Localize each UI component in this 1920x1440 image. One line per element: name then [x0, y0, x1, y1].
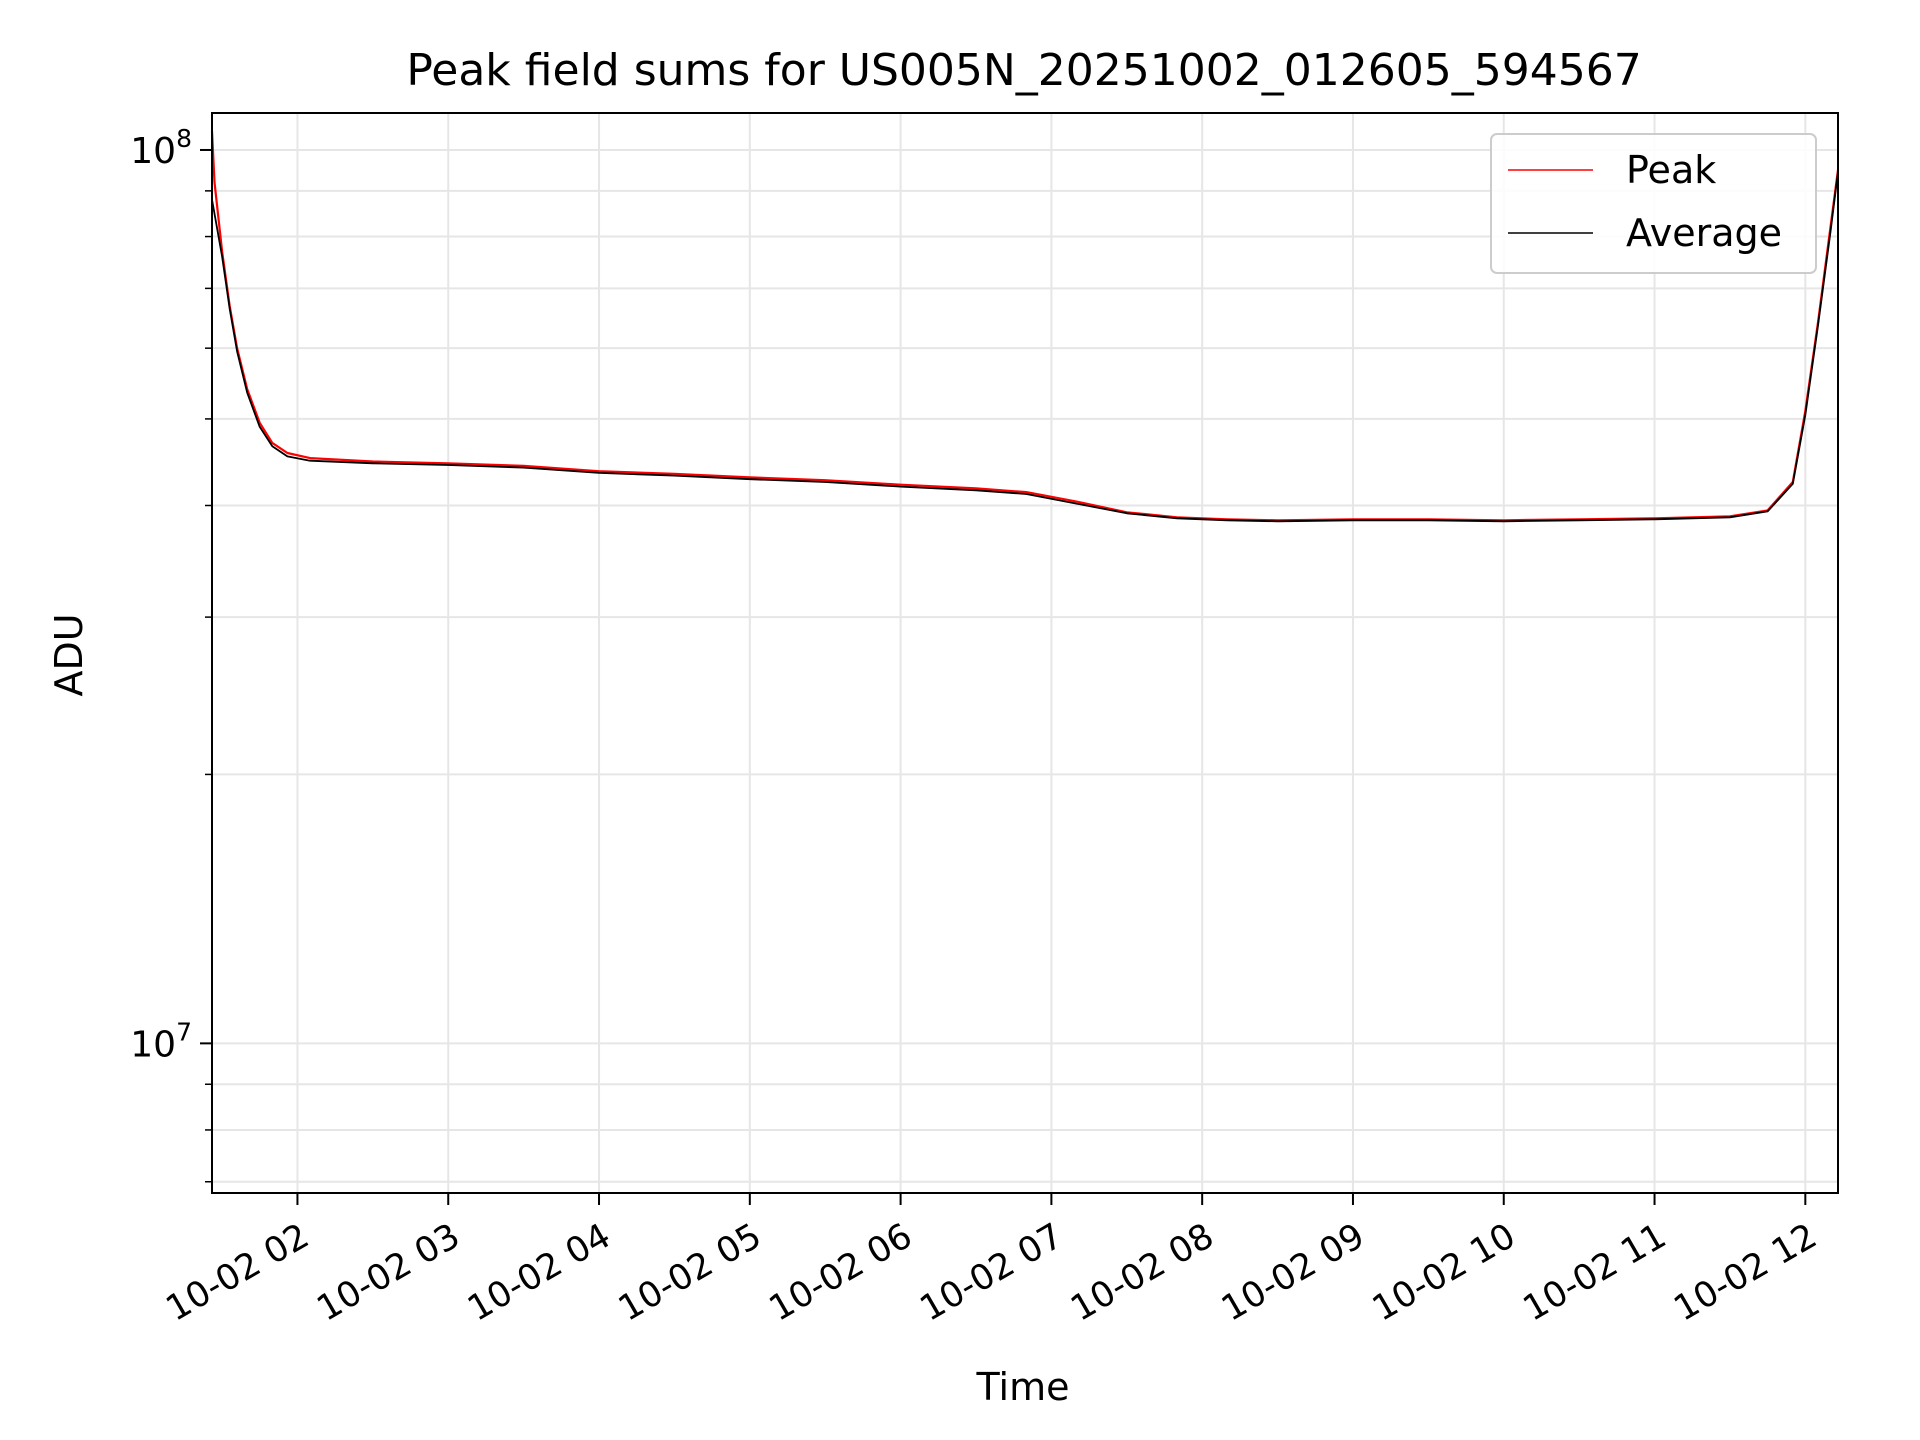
x-tick-label: 10-02 12 — [1668, 1216, 1824, 1329]
legend-label-peak: Peak — [1626, 148, 1716, 192]
chart-title: Peak field sums for US005N_20251002_0126… — [406, 45, 1641, 96]
x-tick-label: 10-02 02 — [160, 1216, 316, 1329]
x-tick-label: 10-02 08 — [1064, 1216, 1220, 1329]
plot-frame — [211, 112, 1839, 1194]
x-tick-label: 10-02 05 — [612, 1216, 768, 1329]
x-axis-label: Time — [976, 1365, 1070, 1409]
legend-box — [1490, 133, 1817, 274]
x-tick-label: 10-02 04 — [461, 1216, 617, 1329]
x-tick-label: 10-02 10 — [1366, 1216, 1522, 1329]
legend: Peak Average — [1490, 133, 1817, 274]
series-line-average — [211, 171, 1839, 523]
x-tick-label: 10-02 07 — [914, 1216, 1070, 1329]
legend-label-average: Average — [1626, 211, 1782, 255]
plot-lines — [210, 130, 1840, 523]
y-axis-label: ADU — [47, 613, 91, 696]
x-tick-label: 10-02 03 — [310, 1216, 466, 1329]
grid — [212, 113, 1838, 1193]
x-tick-label: 10-02 11 — [1517, 1216, 1673, 1329]
series-line-peak — [210, 130, 1840, 522]
x-tick-label: 10-02 06 — [763, 1216, 919, 1329]
y-tick-label: 108 — [130, 124, 192, 172]
y-tick-label: 107 — [130, 1017, 192, 1065]
x-tick-label: 10-02 09 — [1215, 1216, 1371, 1329]
